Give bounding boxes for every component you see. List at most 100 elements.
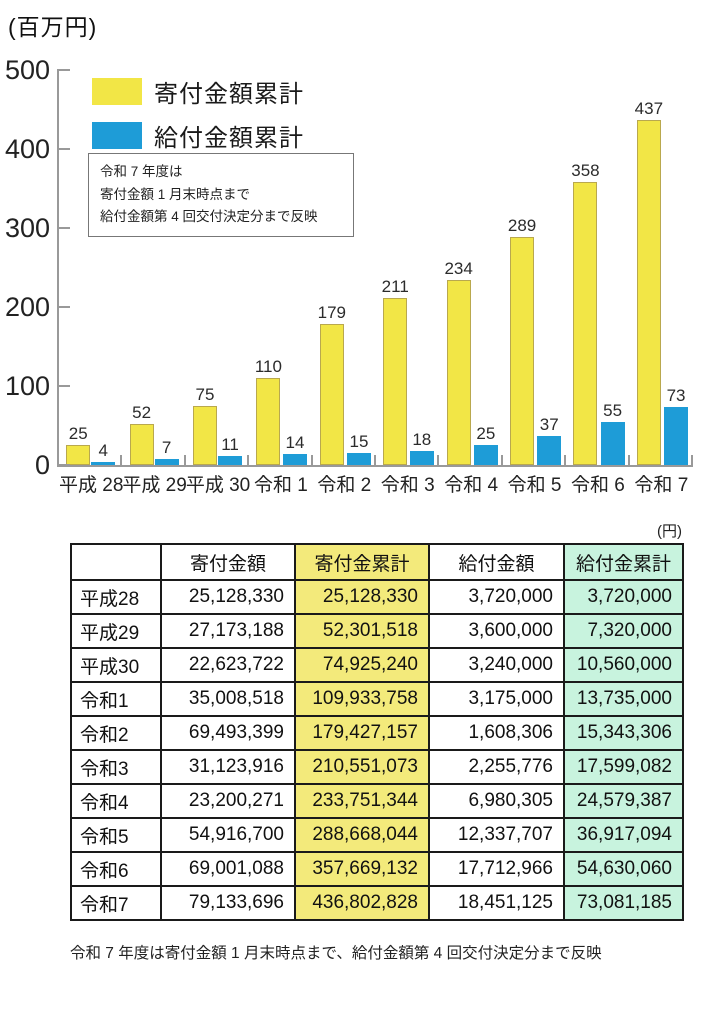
bar-group: 110 14 令和 1 <box>249 70 312 496</box>
payment-bar <box>218 456 243 465</box>
note-box-line: 令和 7 年度は <box>100 164 183 179</box>
bar-group: 234 25 令和 4 <box>439 70 502 496</box>
data-cell: 54,916,700 <box>160 817 296 853</box>
data-cell: 109,933,758 <box>294 681 430 717</box>
y-axis-tick <box>57 148 70 150</box>
data-cell: 22,623,722 <box>160 647 296 683</box>
year-cell: 平成29 <box>70 613 162 649</box>
bar-value-label: 437 <box>634 98 664 118</box>
header-cell <box>70 543 162 581</box>
data-cell: 25,128,330 <box>294 579 430 615</box>
data-cell: 36,917,094 <box>563 817 684 853</box>
donation-bar-column: 52 <box>129 70 154 465</box>
y-axis-tick <box>57 385 70 387</box>
y-axis-tick-label: 0 <box>34 450 50 480</box>
data-cell: 15,343,306 <box>563 715 684 751</box>
payment-bar-column: 73 <box>664 70 689 465</box>
bar-pair: 179 15 <box>318 70 372 465</box>
donation-bar-column: 179 <box>318 70 346 465</box>
data-cell: 179,427,157 <box>294 715 430 751</box>
payment-bar-column: 14 <box>282 70 307 465</box>
x-axis-label: 令和 2 <box>317 475 372 496</box>
data-cell: 3,240,000 <box>428 647 565 683</box>
donation-legend-swatch <box>92 78 142 105</box>
bar-value-label: 289 <box>507 215 537 235</box>
chart-legend: 寄付金額累計 給付金額累計 <box>92 74 304 162</box>
donation-bar <box>573 182 598 465</box>
header-cell: 寄付金額 <box>160 543 296 581</box>
data-cell: 3,720,000 <box>428 579 565 615</box>
year-cell: 令和6 <box>70 851 162 887</box>
table-row: 平成30 22,623,722 74,925,240 3,240,000 10,560,… <box>70 647 684 683</box>
table-row: 令和6 69,001,088 357,669,132 17,712,966 54,630… <box>70 851 684 887</box>
header-cell: 給付金累計 <box>563 543 684 581</box>
donation-bar <box>636 119 661 465</box>
donation-bar-column: 437 <box>635 70 663 465</box>
payment-bar <box>91 461 116 465</box>
bar-pair: 437 73 <box>635 70 689 465</box>
table-footnote: 令和 7 年度は寄付金額 1 月末時点まで、給付金額第 4 回交付決定分まで反映 <box>70 945 602 962</box>
data-cell: 73,081,185 <box>563 885 684 921</box>
payment-bar-column: 4 <box>91 70 116 465</box>
bar-group: 211 18 令和 3 <box>376 70 439 496</box>
data-cell: 3,175,000 <box>428 681 565 717</box>
data-cell: 10,560,000 <box>563 647 684 683</box>
bar-pair: 25 4 <box>66 70 116 465</box>
bar-pair: 52 7 <box>129 70 179 465</box>
payment-bar-column: 11 <box>218 70 243 465</box>
year-cell: 令和7 <box>70 885 162 921</box>
bar-value-label: 14 <box>285 432 305 452</box>
donation-bar <box>383 298 408 465</box>
table-unit-label: (円) <box>657 523 682 540</box>
payment-bar <box>409 450 434 465</box>
bar-group: 75 11 平成 30 <box>186 70 250 496</box>
bar-value-label: 4 <box>98 440 108 460</box>
bar-value-label: 15 <box>349 432 369 452</box>
data-cell: 24,579,387 <box>563 783 684 819</box>
table-row: 令和7 79,133,696 436,802,828 18,451,125 73,081… <box>70 885 684 921</box>
data-cell: 436,802,828 <box>294 885 430 921</box>
year-cell: 令和5 <box>70 817 162 853</box>
data-cell: 7,320,000 <box>563 613 684 649</box>
header-cell: 寄付金累計 <box>294 543 430 581</box>
bar-pair: 289 37 <box>507 70 562 465</box>
payment-bar <box>537 435 562 465</box>
donation-bar <box>129 423 154 465</box>
bar-pair: 211 18 <box>382 70 434 465</box>
bar-value-label: 75 <box>195 384 215 404</box>
x-axis-label: 平成 30 <box>185 475 251 496</box>
bar-value-label: 11 <box>221 435 239 455</box>
year-cell: 平成28 <box>70 579 162 615</box>
header-cell: 給付金額 <box>428 543 565 581</box>
table-row: 令和2 69,493,399 179,427,157 1,608,306 15,343,… <box>70 715 684 751</box>
donation-bar <box>66 445 91 465</box>
payment-bar <box>664 407 689 465</box>
data-cell: 69,493,399 <box>160 715 296 751</box>
data-cell: 54,630,060 <box>563 851 684 887</box>
note-box-line: 給付金額第 4 回交付決定分まで反映 <box>100 209 318 224</box>
bar-value-label: 211 <box>381 277 409 297</box>
data-cell: 357,669,132 <box>294 851 430 887</box>
data-cell: 25,128,330 <box>160 579 296 615</box>
table-header-row: 寄付金額 寄付金累計 給付金額 給付金累計 <box>70 543 684 581</box>
payment-bar <box>282 453 307 465</box>
donation-bar-column: 75 <box>193 70 218 465</box>
data-cell: 27,173,188 <box>160 613 296 649</box>
x-axis-boundary-tick <box>120 455 123 465</box>
donation-bar-column: 110 <box>255 70 282 465</box>
bar-value-label: 358 <box>571 161 600 181</box>
bar-group: 289 37 令和 5 <box>503 70 566 496</box>
y-axis-tick-label: 400 <box>4 134 50 164</box>
donation-bar-column: 25 <box>66 70 91 465</box>
data-cell: 17,712,966 <box>428 851 565 887</box>
x-axis-label: 令和 1 <box>253 475 308 496</box>
x-axis-boundary-tick <box>437 455 440 465</box>
bar-groups-container: 25 4 平成 28 52 7 平成 29 75 11 平成 30 110 14 令和 1 179 15 令… <box>59 70 693 496</box>
x-axis-label: 令和 3 <box>380 475 435 496</box>
chart-note-box: 令和 7 年度は 寄付金額 1 月末時点まで 給付金額第 4 回交付決定分まで反映 <box>88 153 354 237</box>
payment-bar-column: 55 <box>600 70 625 465</box>
y-axis-tick <box>57 227 70 229</box>
x-axis-boundary-tick <box>564 455 567 465</box>
y-axis-tick <box>57 69 70 71</box>
